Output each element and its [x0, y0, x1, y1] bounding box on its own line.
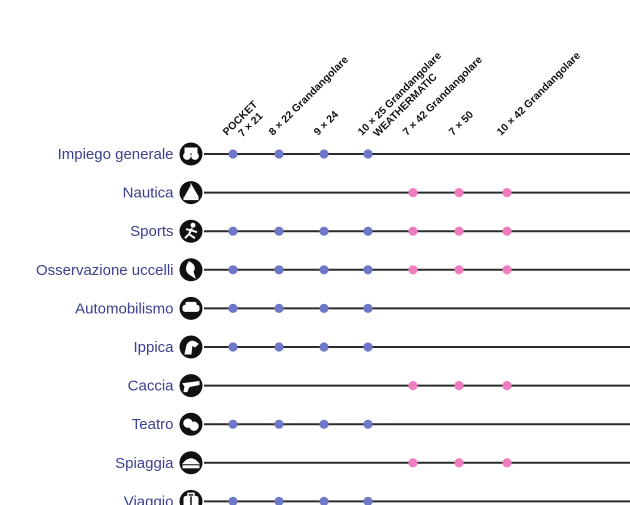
usage-row: Impiego generale — [58, 142, 630, 166]
row-label: Spiaggia — [115, 455, 174, 472]
usage-row: Spiaggia — [115, 451, 630, 475]
usage-rows: Impiego generale Nautica Sports Osservazion… — [36, 142, 630, 505]
usage-dot — [228, 342, 238, 352]
usage-dot — [274, 149, 284, 159]
usage-dot — [408, 226, 418, 236]
usage-dot — [228, 149, 238, 159]
row-label: Osservazione uccelli — [36, 262, 174, 279]
usage-row: Teatro — [132, 412, 630, 436]
usage-dot — [319, 265, 329, 275]
usage-dot — [408, 188, 418, 198]
usage-dot — [502, 265, 512, 275]
usage-dot — [363, 149, 373, 159]
column-header: 10 × 42 Grandangolare — [495, 50, 583, 138]
usage-dot — [228, 265, 238, 275]
usage-dot — [319, 419, 329, 429]
column-header-line1: 8 × 22 Grandangolare — [267, 54, 351, 138]
usage-dot — [274, 419, 284, 429]
usage-dot — [363, 419, 373, 429]
row-label: Ippica — [133, 339, 174, 356]
usage-dot — [319, 226, 329, 236]
usage-dot — [363, 342, 373, 352]
row-label: Automobilismo — [75, 300, 173, 317]
usage-dot — [274, 342, 284, 352]
column-header: 7 × 50 — [447, 109, 476, 138]
column-header: 8 × 22 Grandangolare — [267, 54, 351, 138]
hunting-icon — [179, 374, 203, 398]
usage-dot — [319, 303, 329, 313]
usage-dot — [454, 226, 464, 236]
theater-icon — [179, 412, 203, 436]
usage-dot — [454, 381, 464, 391]
usage-dot — [502, 226, 512, 236]
usage-dot — [502, 188, 512, 198]
usage-row: Caccia — [128, 374, 630, 398]
usage-dot — [363, 496, 373, 505]
column-header-line1: 10 × 42 Grandangolare — [495, 50, 583, 138]
usage-row: Osservazione uccelli — [36, 258, 630, 282]
usage-dot — [502, 458, 512, 468]
usage-dot — [363, 226, 373, 236]
usage-dot — [454, 188, 464, 198]
column-header-line1: 10 × 25 Grandangolare — [356, 50, 444, 138]
usage-dot — [228, 496, 238, 505]
usage-dot — [408, 265, 418, 275]
bird-icon — [179, 258, 203, 282]
car-icon — [179, 296, 203, 320]
usage-dot — [228, 419, 238, 429]
row-label: Viaggio — [124, 493, 174, 505]
row-label: Sports — [130, 223, 173, 240]
row-label: Nautica — [123, 185, 175, 202]
usage-dot — [408, 381, 418, 391]
usage-dot — [363, 303, 373, 313]
usage-row: Ippica — [133, 335, 630, 359]
sailboat-icon — [179, 181, 203, 205]
usage-dot — [319, 496, 329, 505]
row-label: Teatro — [132, 416, 174, 433]
usage-row: Nautica — [123, 181, 630, 205]
runner-icon — [179, 219, 203, 243]
usage-row: Viaggio — [124, 489, 630, 505]
beach-icon — [179, 451, 203, 475]
usage-row: Sports — [130, 219, 630, 243]
row-label: Impiego generale — [58, 146, 174, 163]
usage-dot — [228, 303, 238, 313]
usage-row: Automobilismo — [75, 296, 630, 320]
usage-dot — [274, 265, 284, 275]
usage-dot — [274, 496, 284, 505]
usage-dot — [454, 458, 464, 468]
column-header: 9 × 24 — [312, 109, 341, 138]
usage-dot — [408, 458, 418, 468]
luggage-icon — [179, 489, 203, 505]
usage-dot — [502, 381, 512, 391]
usage-dot — [274, 226, 284, 236]
usage-dot — [363, 265, 373, 275]
usage-dot — [319, 342, 329, 352]
usage-dot — [454, 265, 464, 275]
column-header-line1: 9 × 24 — [312, 109, 341, 138]
usage-dot — [319, 149, 329, 159]
row-label: Caccia — [128, 378, 175, 395]
column-header-line1: 7 × 50 — [447, 109, 476, 138]
usage-dot — [274, 303, 284, 313]
binoculars-icon — [179, 142, 203, 166]
horse-icon — [179, 335, 203, 359]
usage-dot — [228, 226, 238, 236]
